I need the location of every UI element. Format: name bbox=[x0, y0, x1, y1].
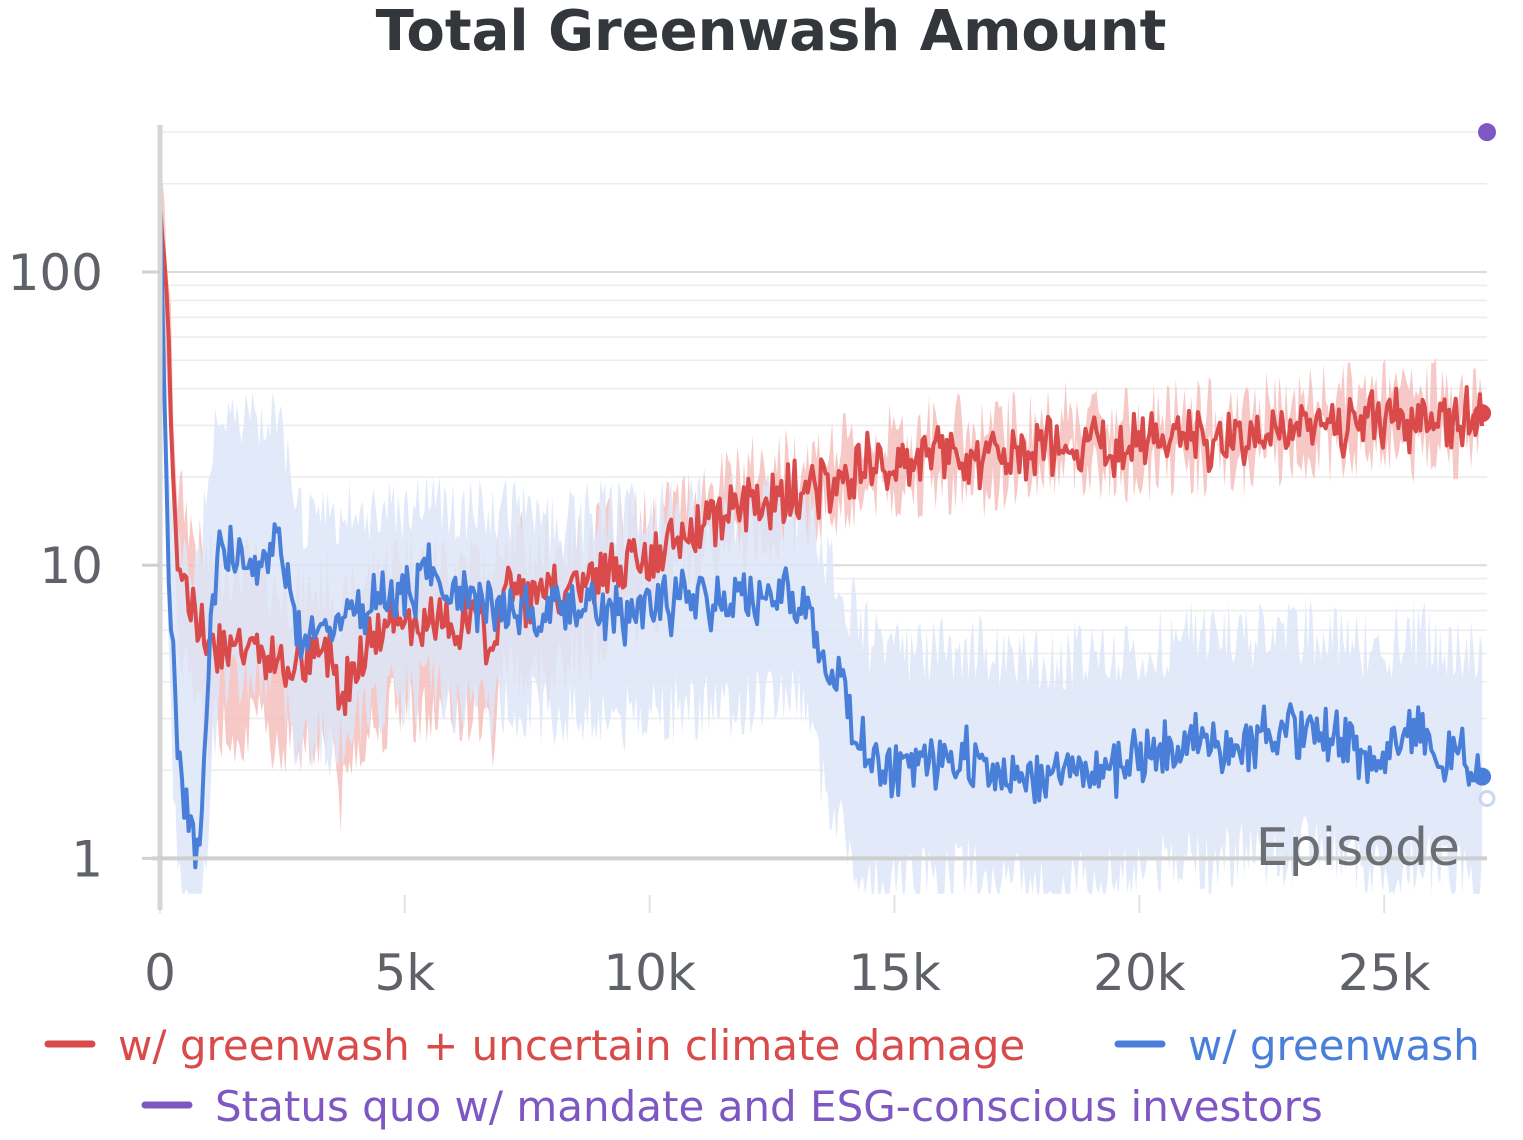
y-tick-label: 10 bbox=[39, 537, 103, 595]
legend-label: w/ greenwash bbox=[1188, 1021, 1480, 1070]
series-line-greenwash bbox=[158, 185, 1485, 870]
series-end-point bbox=[1473, 404, 1492, 423]
tick-labels: 0 5k 10k 15k 20k 25k 1 10 100 bbox=[8, 244, 1431, 1002]
legend: w/ greenwash + uncertain climate damage w… bbox=[44, 1021, 1480, 1131]
y-tick-label: 100 bbox=[8, 244, 103, 302]
chart-title: Total Greenwash Amount bbox=[376, 0, 1167, 64]
x-tick-label: 20k bbox=[1093, 944, 1186, 1002]
series-end-point bbox=[1473, 767, 1492, 786]
x-tick-label: 10k bbox=[603, 944, 696, 1002]
x-tick-label: 25k bbox=[1338, 944, 1431, 1002]
y-tick-label: 1 bbox=[71, 830, 103, 888]
series-lines bbox=[158, 123, 1496, 870]
series-line-uncertain bbox=[158, 203, 1485, 716]
legend-label: w/ greenwash + uncertain climate damage bbox=[118, 1021, 1025, 1070]
series-bands bbox=[160, 166, 1483, 894]
x-tick-label: 5k bbox=[374, 944, 435, 1002]
series-point-status-quo bbox=[1478, 123, 1496, 142]
x-axis-label: Episode bbox=[1256, 818, 1460, 878]
legend-label: Status quo w/ mandate and ESG-conscious … bbox=[215, 1082, 1323, 1131]
x-tick-label: 15k bbox=[848, 944, 941, 1002]
x-tick-label: 0 bbox=[144, 944, 176, 1002]
series-band-greenwash bbox=[160, 166, 1483, 894]
series-end-ghost-point bbox=[1478, 790, 1496, 808]
axes bbox=[142, 125, 1487, 910]
